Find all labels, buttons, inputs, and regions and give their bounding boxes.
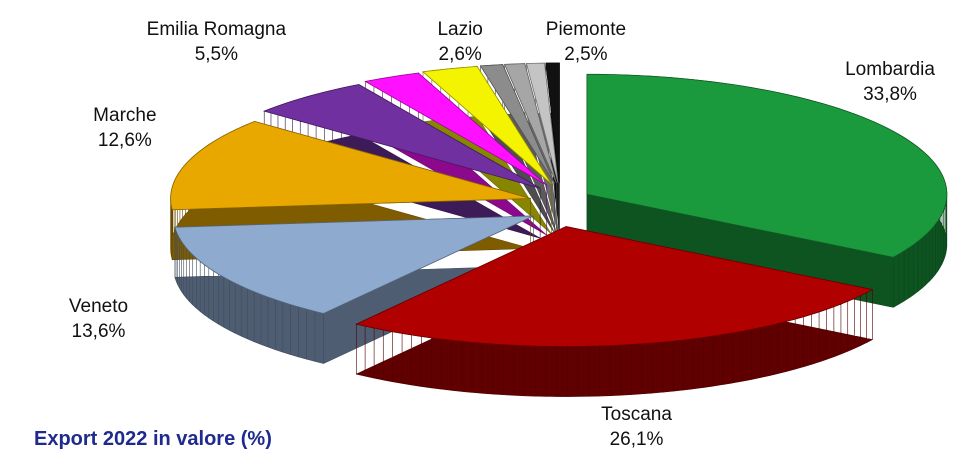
- slice-value-label: 12,6%: [98, 130, 152, 151]
- slice-label: Lombardia: [845, 59, 935, 80]
- slice: [479, 64, 555, 184]
- slice-label: Piemonte: [546, 19, 626, 40]
- slice-label: Marche: [93, 105, 156, 126]
- slice: [545, 62, 560, 184]
- chart-title: Export 2022 in valore (%): [34, 428, 272, 450]
- slice-value-label: 2,6%: [439, 44, 482, 65]
- slice-value-label: 2,5%: [564, 44, 607, 65]
- slice: [174, 215, 534, 314]
- slice: [525, 62, 559, 184]
- slice: [170, 120, 531, 211]
- slice-value-label: 33,8%: [863, 84, 917, 105]
- slice-label: Toscana: [601, 404, 672, 425]
- slice-label: Veneto: [69, 296, 128, 317]
- slice-value-label: 13,6%: [72, 321, 126, 342]
- slice: [364, 72, 547, 186]
- slice: [355, 226, 874, 347]
- slice-label: Lazio: [437, 19, 482, 40]
- slice: [262, 84, 541, 189]
- slice: [503, 63, 557, 184]
- pie: [170, 62, 948, 397]
- slice: [422, 66, 552, 185]
- slice-label: Emilia Romagna: [147, 19, 287, 40]
- slice: [586, 73, 948, 258]
- slice-value-label: 5,5%: [195, 44, 238, 65]
- slice-value-label: 26,1%: [610, 429, 664, 450]
